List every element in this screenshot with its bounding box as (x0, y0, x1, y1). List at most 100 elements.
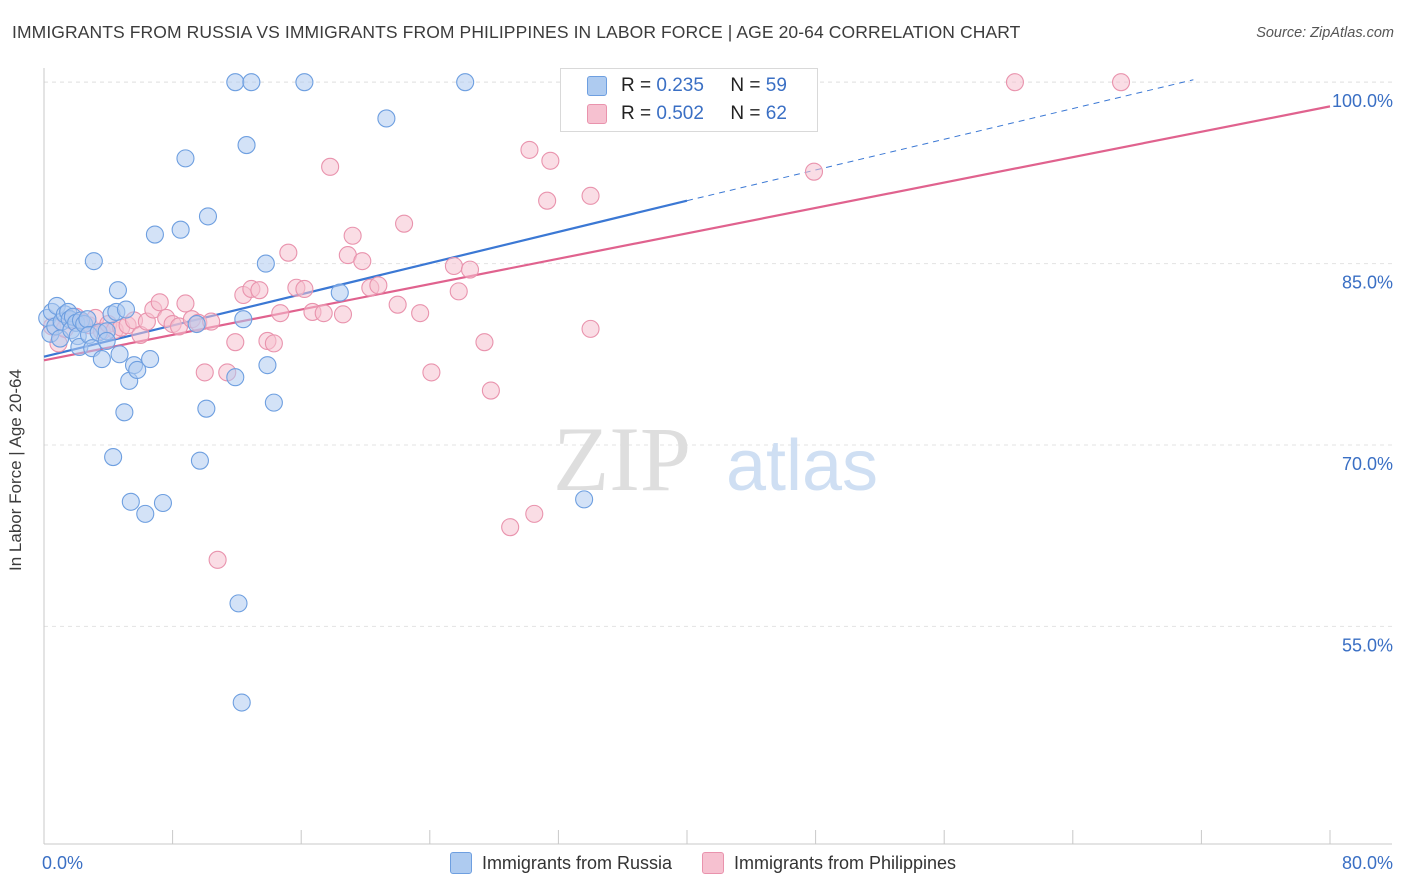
russia-point (198, 207, 218, 226)
legend-r-label: R = (621, 75, 652, 96)
philippines-point (411, 304, 430, 323)
russia-point (110, 345, 129, 364)
y-tick-label: 100.0% (1332, 91, 1393, 111)
x-tick-label: 0.0% (42, 853, 83, 873)
russia-point (377, 109, 396, 128)
russia-point (456, 73, 475, 92)
russia-trend-extension (686, 79, 1194, 202)
russia-point (258, 356, 277, 375)
philippines-point (195, 363, 214, 382)
russia-point (121, 492, 140, 511)
y-tick-label: 55.0% (1342, 635, 1393, 655)
russia-point (97, 331, 116, 351)
y-tick-label: 85.0% (1342, 273, 1393, 293)
y-axis-label: In Labor Force | Age 20-64 (6, 369, 25, 571)
russia-point (242, 73, 261, 92)
russia-r-value: 0.235 (656, 75, 704, 96)
philippines-point (581, 319, 600, 338)
philippines-point (481, 381, 500, 400)
russia-trend-line (43, 199, 688, 358)
philippines-point (250, 281, 269, 300)
philippines-point (369, 276, 388, 295)
legend-n-label: N = (730, 103, 761, 124)
russia-point (264, 393, 283, 412)
russia-legend-swatch (449, 852, 472, 874)
x-tick-label: 80.0% (1342, 853, 1393, 873)
philippines-n-value: 62 (765, 103, 787, 124)
philippines-r-value: 0.502 (656, 103, 704, 124)
russia-point (197, 399, 216, 418)
philippines-point (475, 333, 494, 352)
correlation-legend: R = 0.235 N = 59 R = 0.502 N = 62 (560, 68, 818, 132)
russia-point (78, 310, 97, 329)
philippines-point (208, 550, 227, 569)
philippines-point (314, 304, 333, 323)
russia-point (115, 403, 134, 422)
philippines-point (321, 157, 340, 176)
philippines-point (581, 186, 600, 205)
philippines-point (353, 252, 372, 271)
y-tick-label: 70.0% (1342, 454, 1393, 474)
philippines-point (333, 305, 353, 324)
series-legend-philippines: Immigrants from Philippines (701, 852, 957, 874)
chart-title: IMMIGRANTS FROM RUSSIA VS IMMIGRANTS FRO… (12, 22, 1021, 42)
philippines-point (804, 162, 824, 181)
y-axis-label-wrap: In Labor Force | Age 20-64 (6, 369, 26, 571)
philippines-point (388, 295, 407, 314)
russia-point (330, 283, 349, 302)
russia-point (226, 73, 245, 92)
russia-legend-label: Immigrants from Russia (481, 852, 672, 873)
philippines-point (279, 243, 298, 262)
russia-point (116, 300, 136, 319)
russia-point (229, 594, 248, 613)
philippines-point (343, 226, 362, 245)
philippines-trend-line (43, 105, 1331, 362)
philippines-point (525, 504, 544, 523)
russia-point (237, 136, 256, 155)
russia-point (234, 310, 253, 329)
philippines-point (501, 518, 520, 537)
philippines-point (1111, 73, 1131, 92)
russia-point (104, 447, 123, 467)
russia-point (92, 350, 111, 369)
russia-point (256, 254, 275, 273)
philippines-point (150, 293, 169, 312)
legend-r-label: R = (621, 103, 652, 124)
russia-point (136, 504, 155, 523)
philippines-point (444, 256, 463, 276)
russia-point (190, 451, 209, 470)
philippines-point (295, 279, 314, 299)
source-credit: Source: ZipAtlas.com (1256, 25, 1394, 41)
philippines-point (395, 214, 414, 233)
russia-point (145, 225, 164, 244)
grid-lines (44, 81, 1392, 627)
tick-labels: 55.0% 70.0% 85.0% 100.0% 0.0% 80.0% (42, 91, 1393, 873)
watermark: ZIP atlas (553, 408, 878, 510)
russia-point (171, 220, 190, 239)
russia-point (128, 360, 147, 380)
russia-point (176, 149, 195, 168)
legend-row-russia: R = 0.235 N = 59 (561, 72, 787, 100)
watermark-atlas: atlas (726, 426, 878, 506)
russia-n-value: 59 (765, 75, 787, 96)
russia-point (295, 73, 314, 92)
philippines-point (449, 282, 468, 301)
russia-point (84, 252, 103, 271)
philippines-point (460, 260, 480, 279)
russia-point (141, 350, 160, 369)
philippines-point (422, 363, 441, 382)
philippines-point (176, 294, 195, 313)
philippines-legend-swatch (701, 852, 724, 874)
philippines-point (1005, 73, 1024, 92)
russia-point (187, 314, 206, 334)
russia-point (153, 493, 173, 513)
philippines-legend-label: Immigrants from Philippines (733, 852, 957, 873)
philippines-point (538, 191, 557, 210)
series-legend: Immigrants from Russia Immigrants from P… (0, 852, 1406, 874)
philippines-point (264, 334, 283, 353)
russia-swatch (587, 76, 607, 96)
legend-n-label: N = (730, 75, 761, 96)
philippines-point (271, 304, 290, 323)
russia-point (226, 368, 245, 387)
